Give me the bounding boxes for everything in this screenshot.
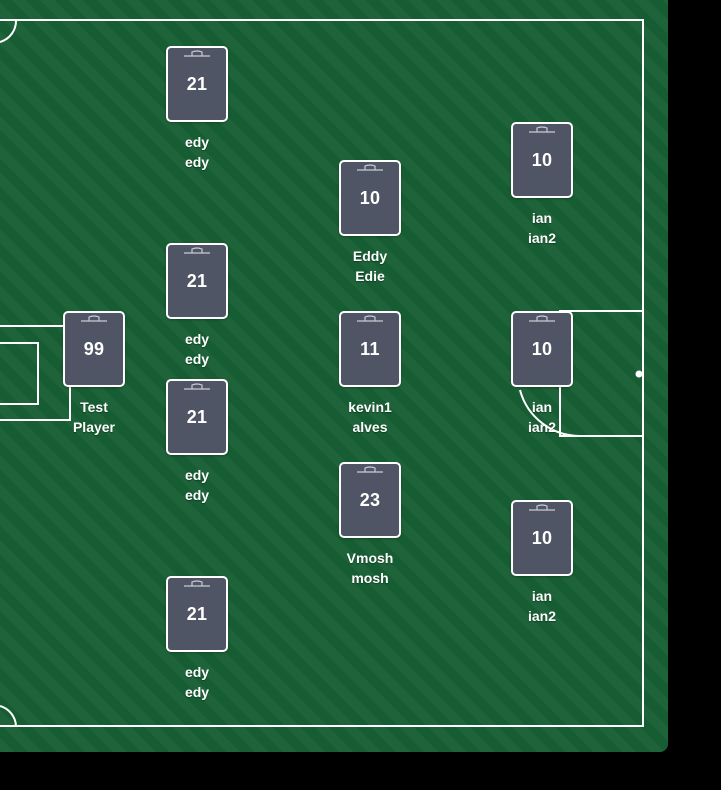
jersey-icon[interactable]: 21 (166, 576, 228, 652)
left-goal-box (0, 342, 39, 405)
jersey-icon[interactable]: 21 (166, 243, 228, 319)
right-penalty-arc (519, 389, 581, 438)
hanger-icon (529, 126, 555, 133)
player-name: Vmosh mosh (347, 548, 394, 588)
player-card[interactable]: 21 edy edy (152, 243, 242, 369)
player-first-name: ian (531, 399, 553, 415)
hanger-icon (184, 580, 210, 587)
jersey-number: 10 (531, 149, 553, 170)
player-name: edy edy (185, 329, 209, 369)
player-card[interactable]: 99 Test Player (49, 311, 139, 437)
jersey-number: 21 (186, 270, 208, 291)
jersey-number: 21 (186, 406, 208, 427)
hanger-icon (529, 504, 555, 511)
player-name: edy edy (185, 465, 209, 505)
player-last-name: alves (352, 419, 388, 435)
jersey-number: 10 (359, 187, 381, 208)
player-card[interactable]: 10 ian ian2 (497, 311, 587, 437)
hanger-icon (357, 315, 383, 322)
player-name: edy edy (185, 132, 209, 172)
player-first-name: kevin1 (348, 399, 392, 415)
player-first-name: Vmosh (346, 550, 394, 566)
right-penalty-spot (635, 370, 643, 378)
jersey-number: 23 (359, 489, 381, 510)
player-card[interactable]: 21 edy edy (152, 576, 242, 702)
player-card[interactable]: 10 ian ian2 (497, 500, 587, 626)
football-pitch: 99 Test Player 21 edy edy 21 edy edy 21 edy edy 21 ed… (0, 0, 668, 752)
jersey-number: 99 (83, 338, 105, 359)
player-card[interactable]: 21 edy edy (152, 379, 242, 505)
jersey-number: 11 (360, 338, 380, 359)
player-card[interactable]: 21 edy edy (152, 46, 242, 172)
player-last-name: ian2 (527, 608, 556, 624)
hanger-icon (184, 383, 210, 390)
jersey-icon[interactable]: 99 (63, 311, 125, 387)
player-last-name: edy (184, 487, 210, 503)
hanger-icon (184, 247, 210, 254)
player-card[interactable]: 10 ian ian2 (497, 122, 587, 248)
player-name: Eddy Edie (353, 246, 387, 286)
jersey-icon[interactable]: 23 (339, 462, 401, 538)
player-name: ian ian2 (528, 208, 556, 248)
player-name: Test Player (73, 397, 115, 437)
player-first-name: edy (184, 664, 210, 680)
player-first-name: ian (531, 210, 553, 226)
jersey-number: 10 (531, 527, 553, 548)
jersey-number: 10 (531, 338, 553, 359)
player-first-name: edy (184, 134, 210, 150)
jersey-icon[interactable]: 11 (339, 311, 401, 387)
hanger-icon (184, 50, 210, 57)
jersey-icon[interactable]: 10 (511, 500, 573, 576)
player-first-name: ian (531, 588, 553, 604)
player-first-name: edy (184, 331, 210, 347)
player-name: ian ian2 (528, 586, 556, 626)
player-last-name: mosh (351, 570, 389, 586)
jersey-icon[interactable]: 10 (511, 311, 573, 387)
player-name: kevin1 alves (348, 397, 392, 437)
jersey-icon[interactable]: 21 (166, 379, 228, 455)
player-last-name: edy (184, 154, 210, 170)
hanger-icon (529, 315, 555, 322)
corner-arc-top-left (0, 19, 18, 43)
player-last-name: ian2 (527, 419, 556, 435)
jersey-icon[interactable]: 10 (511, 122, 573, 198)
pitch-boundary (0, 19, 644, 727)
hanger-icon (357, 466, 383, 473)
player-last-name: edy (184, 351, 210, 367)
hanger-icon (81, 315, 107, 322)
player-card[interactable]: 10 Eddy Edie (325, 160, 415, 286)
player-card[interactable]: 11 kevin1 alves (325, 311, 415, 437)
player-last-name: edy (184, 684, 210, 700)
jersey-icon[interactable]: 21 (166, 46, 228, 122)
player-last-name: ian2 (527, 230, 556, 246)
jersey-number: 21 (186, 603, 208, 624)
player-first-name: edy (184, 467, 210, 483)
player-card[interactable]: 23 Vmosh mosh (325, 462, 415, 588)
corner-arc-bottom-left (0, 705, 17, 727)
hanger-icon (357, 164, 383, 171)
jersey-number: 21 (186, 73, 208, 94)
jersey-icon[interactable]: 10 (339, 160, 401, 236)
player-name: edy edy (185, 662, 209, 702)
player-last-name: Player (72, 419, 116, 435)
player-first-name: Eddy (352, 248, 388, 264)
player-last-name: Edie (355, 268, 385, 284)
player-first-name: Test (80, 399, 108, 415)
player-name: ian ian2 (528, 397, 556, 437)
